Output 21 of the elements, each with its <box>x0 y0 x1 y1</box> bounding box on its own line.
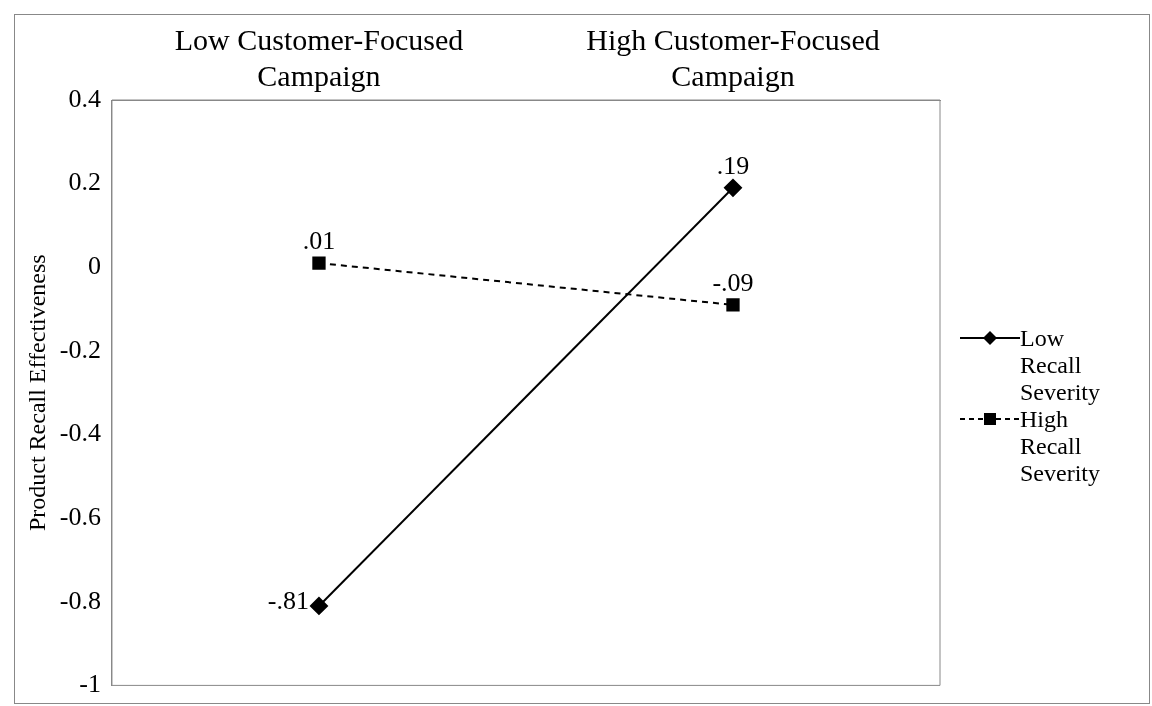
point <box>726 298 740 312</box>
y-tick-label: 0.4 <box>68 83 101 113</box>
y-tick-label: -0.6 <box>59 501 101 531</box>
data-label: -.81 <box>267 585 309 615</box>
y-tick-label: -0.2 <box>59 334 101 364</box>
y-tick-label: -0.4 <box>59 418 101 448</box>
point <box>312 256 326 270</box>
legend-label: Low Recall Severity <box>1020 325 1100 406</box>
y-tick-label: 0.2 <box>68 167 101 197</box>
point <box>309 596 328 615</box>
x-tick-label: High Customer-Focused Campaign <box>586 22 880 92</box>
point <box>723 178 742 197</box>
legend-label: High Recall Severity <box>1020 406 1100 487</box>
y-tick-label: 0 <box>87 251 101 281</box>
data-label: .01 <box>302 225 336 255</box>
data-label: -.09 <box>712 267 754 297</box>
y-axis-title: Product Recall Effectiveness <box>23 254 50 532</box>
data-label: .19 <box>716 150 750 180</box>
x-tick-label: Low Customer-Focused Campaign <box>174 22 464 92</box>
y-tick-label: -1 <box>79 669 101 699</box>
y-tick-label: -0.8 <box>59 585 101 615</box>
